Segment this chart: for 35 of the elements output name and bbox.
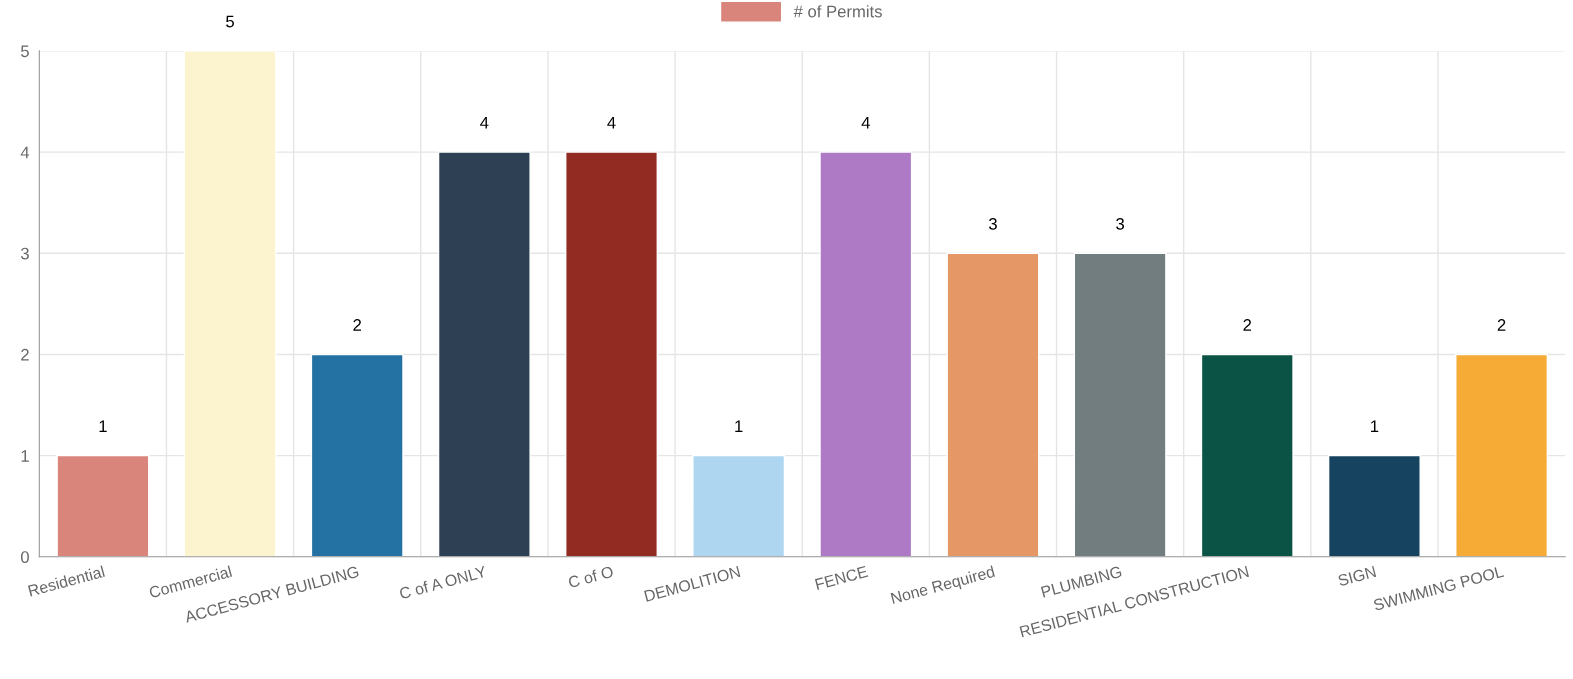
y-tick-label: 1 [21,450,29,462]
bar [692,454,786,557]
x-tick-label: SIGN [1337,565,1377,587]
x-tick-label: C of A ONLY [398,565,488,600]
data-label: 2 [1243,319,1252,331]
bar [1073,252,1167,557]
data-label: 3 [1116,217,1125,230]
data-label: 2 [1497,319,1506,331]
bar [1455,353,1549,557]
data-label: 4 [480,116,489,129]
y-tick-label: 0 [20,551,29,563]
data-label: 4 [861,116,870,129]
bar [310,353,404,557]
data-label: 1 [99,420,107,432]
data-label: 3 [988,217,997,230]
data-label: 5 [226,15,234,28]
x-tick-label: C of O [567,565,614,589]
bar [183,50,277,557]
bar [819,151,913,557]
bar [437,151,531,557]
data-label: 1 [735,420,743,432]
bar [1200,353,1294,557]
data-label: 4 [607,116,616,129]
bar [1327,454,1421,557]
data-label: 1 [1371,420,1379,432]
y-tick-label: 3 [20,247,29,260]
x-tick-label: FENCE [814,565,869,591]
bar [565,151,658,557]
bar [946,252,1040,557]
y-tick-label: 4 [20,146,30,159]
bar [56,454,150,557]
data-label: 2 [353,319,361,331]
y-tick-label: 5 [21,45,29,58]
y-tick-label: 2 [21,348,29,361]
legend-label: # of Permits [793,5,882,18]
